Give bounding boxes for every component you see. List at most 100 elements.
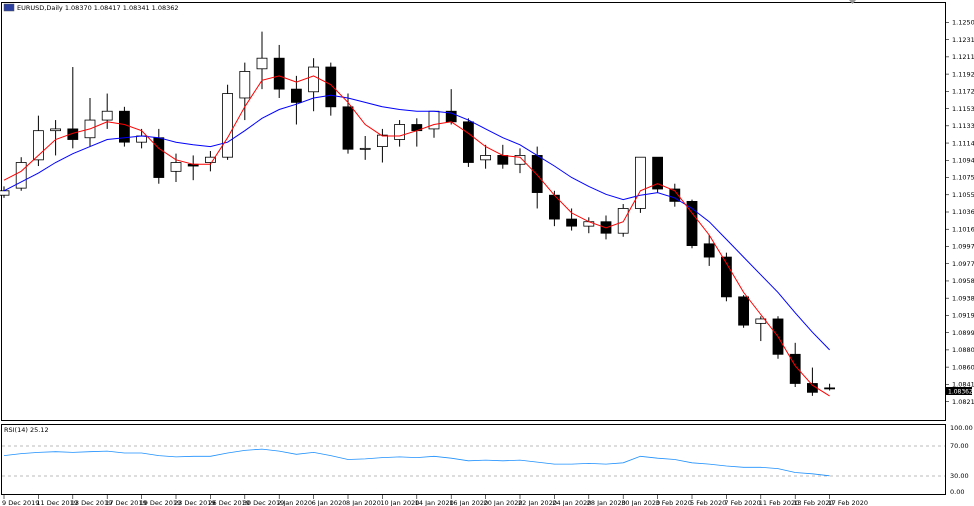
candle-body-bullish <box>239 71 251 99</box>
rsi-axis-label-100: 100.00 <box>950 424 973 432</box>
candle-body-bullish <box>222 93 234 158</box>
chart-shift-marker-icon[interactable] <box>849 0 856 4</box>
candle <box>33 115 44 167</box>
candle-body-bearish <box>686 200 698 246</box>
candle <box>50 120 61 156</box>
price-axis-label: 1.11920 <box>952 70 974 78</box>
candle <box>824 383 835 391</box>
price-axis-label: 1.09970 <box>952 243 974 251</box>
moving-average-fast-line <box>3 75 830 397</box>
candle <box>566 208 577 231</box>
price-axis-label: 1.10555 <box>952 191 974 199</box>
candle-body-bearish <box>789 353 801 384</box>
candle-body-bullish <box>136 135 148 143</box>
candle-body-bullish <box>256 57 268 70</box>
date-axis-label: 26 Dec 2019 <box>208 499 250 506</box>
candle <box>359 135 371 160</box>
candle-body-bearish <box>669 188 681 202</box>
price-axis-label: 1.08995 <box>952 329 974 337</box>
candle <box>308 58 320 112</box>
date-axis-label: 6 Jan 2020 <box>312 499 347 506</box>
price-axis-label: 1.08605 <box>952 363 974 371</box>
date-axis-label: 2 Jan 2020 <box>277 499 312 506</box>
date-axis-label: 3 Feb 2020 <box>656 499 692 506</box>
price-axis-label: 1.08215 <box>952 398 974 406</box>
date-axis-label: 16 Jan 2020 <box>449 499 488 506</box>
candle-body-bullish <box>101 110 113 121</box>
date-axis-label: 5 Feb 2020 <box>690 499 726 506</box>
candle-body-bearish <box>325 66 337 108</box>
candle-body-bullish <box>583 221 595 227</box>
date-axis-label: 11 Feb 2020 <box>759 499 799 506</box>
candlestick-series <box>0 31 835 396</box>
candle <box>290 75 302 125</box>
candle-body-bearish <box>824 387 835 390</box>
candle-body-bearish <box>652 156 663 190</box>
date-axis-label: 23 Dec 2019 <box>174 499 216 506</box>
candle <box>686 199 698 249</box>
price-axis-label: 1.09775 <box>952 260 974 268</box>
candle <box>635 156 646 213</box>
candle-body-bearish <box>153 137 165 178</box>
price-axis-label: 1.11725 <box>952 88 974 96</box>
price-axis-label: 1.12310 <box>952 36 974 44</box>
candle <box>738 295 749 328</box>
candle <box>204 151 216 172</box>
date-axis-label: 7 Feb 2020 <box>724 499 760 506</box>
date-axis-label: 24 Jan 2020 <box>552 499 591 506</box>
candle-body-bullish <box>635 156 646 209</box>
candle <box>617 204 629 237</box>
candle <box>445 89 457 125</box>
candle <box>342 93 354 154</box>
price-axis-label: 1.11335 <box>952 122 974 130</box>
rsi-axis-label-70: 70.00 <box>950 442 969 450</box>
candle-body-bullish <box>359 147 371 150</box>
candle-body-bullish <box>33 130 44 161</box>
candle-body-bullish <box>50 128 61 132</box>
candle <box>325 62 337 116</box>
candle <box>273 44 285 98</box>
date-axis-label: 20 Jan 2020 <box>484 499 523 506</box>
candle <box>136 128 148 149</box>
main-chart-border <box>1 2 946 421</box>
date-axis-label: 19 Dec 2019 <box>140 499 182 506</box>
candle <box>462 118 474 167</box>
rsi-axis-label-30: 30.00 <box>950 472 969 480</box>
candle-body-bullish <box>204 156 216 163</box>
price-axis-label: 1.10750 <box>952 174 974 182</box>
candle <box>187 155 199 181</box>
current-price-box <box>946 387 972 395</box>
candle <box>15 157 27 191</box>
rsi-line <box>3 448 830 477</box>
candle-body-bearish <box>497 155 509 165</box>
price-axis-label: 1.08800 <box>952 346 974 354</box>
date-axis-label: 28 Jan 2020 <box>587 499 626 506</box>
price-axis-label: 1.11140 <box>952 139 974 147</box>
price-axis-label: 1.10165 <box>952 225 974 233</box>
candle <box>101 93 113 129</box>
candle-body-bullish <box>0 190 10 196</box>
candle <box>669 183 681 207</box>
candle <box>652 156 663 193</box>
candle <box>67 67 79 149</box>
rsi-label: RSI(14) 25.12 <box>4 426 49 434</box>
candle <box>222 84 234 160</box>
date-axis-label: 17 Dec 2019 <box>105 499 147 506</box>
candle <box>703 234 715 266</box>
candle <box>755 316 767 342</box>
candle <box>480 144 492 169</box>
date-axis-label: 30 Dec 2019 <box>243 499 285 506</box>
candle-body-bullish <box>480 155 492 161</box>
candle <box>497 144 509 169</box>
candle <box>239 62 251 121</box>
current-price-label: 1.08362 <box>948 389 973 396</box>
candle <box>549 190 560 227</box>
rsi-axis-label-0: 0.00 <box>950 488 964 496</box>
candle-body-bearish <box>531 155 543 193</box>
price-axis-label: 1.09190 <box>952 312 974 320</box>
candle-body-bullish <box>394 124 406 140</box>
candle-body-bullish <box>308 66 320 93</box>
price-axis-label: 1.12115 <box>952 53 974 61</box>
